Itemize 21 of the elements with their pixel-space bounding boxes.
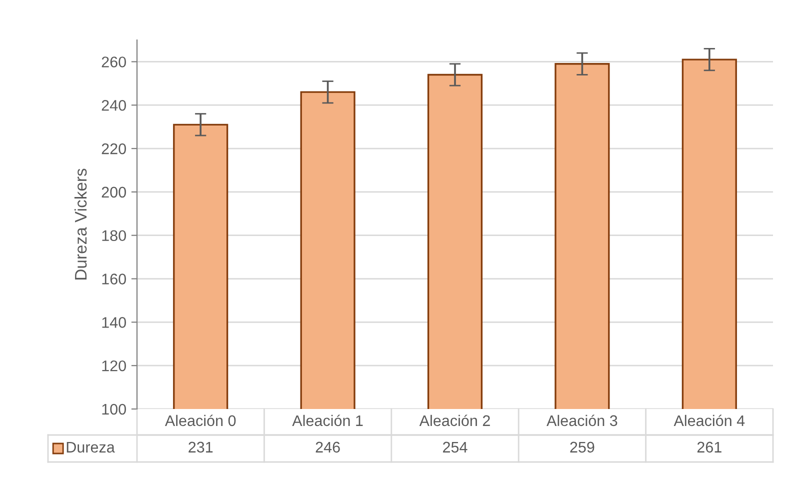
data-label: 231 <box>188 442 213 453</box>
legend-label: Dureza <box>66 442 115 453</box>
y-tick-label: 100 <box>102 404 126 415</box>
x-tick-label: Aleación 4 <box>674 414 745 426</box>
data-label: 259 <box>570 442 594 453</box>
x-tick-label: Aleación 1 <box>292 414 363 426</box>
x-tick-label: Aleación 2 <box>419 414 490 426</box>
y-tick-label: 180 <box>102 230 126 242</box>
y-tick-label: 160 <box>102 274 126 284</box>
y-axis-title: Dureza Vickers <box>74 168 87 280</box>
y-tick-label: 200 <box>102 186 126 198</box>
data-label: 246 <box>316 442 340 453</box>
data-label: 261 <box>697 442 722 453</box>
y-tick-label: 260 <box>102 56 126 68</box>
x-tick-label: Aleación 0 <box>164 414 236 426</box>
y-tick-label: 120 <box>102 360 126 372</box>
y-tick-label: 240 <box>102 100 126 111</box>
y-tick-label: 140 <box>102 317 126 328</box>
x-tick-label: Aleación 3 <box>546 414 618 426</box>
data-label: 254 <box>443 442 468 453</box>
y-tick-label: 220 <box>102 143 126 154</box>
